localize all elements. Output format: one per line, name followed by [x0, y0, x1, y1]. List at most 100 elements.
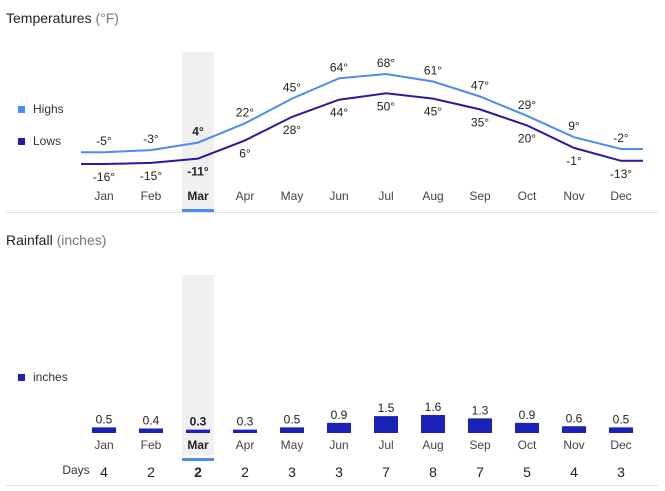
rainfall-value-label: 0.3: [237, 415, 254, 429]
highs-data-label: 47°: [471, 79, 489, 93]
legend-highs-label: Highs: [33, 102, 64, 116]
rainfall-value-label: 1.5: [378, 401, 395, 415]
rain-month-label[interactable]: Nov: [563, 438, 584, 452]
rain-month-label[interactable]: Oct: [518, 438, 537, 452]
highs-data-label: 29°: [518, 98, 536, 112]
rainfall-bar[interactable]: [327, 422, 351, 433]
temp-month-label[interactable]: Jan: [94, 189, 113, 203]
rain-month-label[interactable]: Sep: [469, 438, 491, 452]
highs-series-line: [81, 72, 643, 154]
rainfall-value-label: 1.3: [472, 403, 489, 417]
days-value: 4: [100, 464, 108, 480]
highs-data-label: -2°: [613, 131, 629, 145]
legend-lows-swatch: [18, 137, 25, 145]
temp-month-label[interactable]: Nov: [563, 189, 584, 203]
highs-data-label: 64°: [330, 60, 348, 74]
days-value: 3: [288, 464, 296, 480]
lows-data-label: -15°: [140, 169, 162, 183]
temp-month-label[interactable]: Sep: [469, 189, 491, 203]
rainfall-bar[interactable]: [609, 427, 633, 433]
lows-data-label: 35°: [471, 115, 489, 129]
rainfall-value-label: 0.5: [284, 412, 301, 426]
rain-month-label[interactable]: Jan: [94, 438, 113, 452]
days-label: Days: [62, 463, 89, 477]
rainfall-bar[interactable]: [562, 426, 586, 433]
legend-highs-swatch: [18, 105, 25, 113]
temp-month-label[interactable]: Aug: [422, 189, 443, 203]
rain-month-label[interactable]: May: [281, 438, 304, 452]
temperatures-title: Temperatures (°F): [6, 10, 119, 26]
rainfall-value-label: 0.3: [190, 415, 207, 429]
rain-month-label[interactable]: Feb: [141, 438, 162, 452]
legend-inches-swatch: [18, 373, 25, 381]
rainfall-value-label: 0.4: [143, 414, 160, 428]
rain-month-label[interactable]: Apr: [236, 438, 255, 452]
lows-data-label: 44°: [330, 106, 348, 120]
days-value: 7: [476, 464, 484, 480]
temp-month-label[interactable]: Feb: [141, 189, 162, 203]
highs-data-label: 4°: [192, 125, 204, 139]
rainfall-bar[interactable]: [233, 429, 257, 433]
lows-data-label: -13°: [610, 167, 632, 181]
rainfall-bar[interactable]: [186, 429, 210, 433]
temp-month-label[interactable]: Dec: [610, 189, 631, 203]
legend-inches: inches: [18, 370, 68, 384]
days-value: 2: [147, 464, 155, 480]
rain-month-label[interactable]: Mar: [187, 438, 209, 452]
rainfall-bar[interactable]: [374, 416, 398, 433]
rainfall-bar[interactable]: [139, 428, 163, 434]
legend-highs: Highs: [18, 102, 64, 116]
highs-data-label: -5°: [96, 134, 112, 148]
temperature-divider: [6, 212, 658, 213]
temp-month-label[interactable]: Mar: [187, 189, 209, 203]
rainfall-value-label: 0.5: [96, 412, 113, 426]
rainfall-divider: [6, 485, 658, 486]
rainfall-value-label: 0.9: [331, 408, 348, 422]
temp-month-label[interactable]: Oct: [518, 189, 537, 203]
rain-month-label[interactable]: Jun: [329, 438, 348, 452]
rainfall-title-text: Rainfall: [6, 232, 53, 248]
rainfall-bar[interactable]: [468, 418, 492, 433]
temp-selected-highlight: [182, 52, 214, 212]
rainfall-bar[interactable]: [280, 427, 304, 433]
rainfall-bar[interactable]: [92, 427, 116, 433]
temp-month-label[interactable]: Jun: [329, 189, 348, 203]
temp-month-label[interactable]: Jul: [378, 189, 393, 203]
rainfall-bar[interactable]: [421, 415, 445, 433]
lows-data-label: -16°: [93, 170, 115, 184]
legend-inches-label: inches: [33, 370, 68, 384]
temp-selected-indicator: [182, 209, 214, 212]
highs-data-label: 22°: [236, 105, 254, 119]
days-value: 5: [523, 464, 531, 480]
days-value: 3: [617, 464, 625, 480]
rain-month-label[interactable]: Dec: [610, 438, 631, 452]
days-value: 3: [335, 464, 343, 480]
rainfall-value-label: 0.5: [613, 412, 630, 426]
rainfall-value-label: 0.9: [519, 408, 536, 422]
lows-data-label: 6°: [239, 146, 251, 160]
rainfall-value-label: 0.6: [566, 411, 583, 425]
rain-month-label[interactable]: Jul: [378, 438, 393, 452]
days-value: 4: [570, 464, 578, 480]
lows-data-label: 50°: [377, 99, 395, 113]
rainfall-unit: (inches): [56, 232, 107, 248]
rain-selected-highlight: [182, 275, 214, 455]
temp-month-label[interactable]: Apr: [236, 189, 255, 203]
rainfall-value-label: 1.6: [425, 400, 442, 414]
legend-lows-label: Lows: [33, 134, 62, 148]
lows-data-label: -11°: [187, 165, 209, 179]
rain-selected-indicator: [182, 458, 214, 461]
highs-data-label: -3°: [143, 132, 159, 146]
days-value: 8: [429, 464, 437, 480]
lows-data-label: 28°: [283, 123, 301, 137]
temperatures-title-text: Temperatures: [6, 10, 92, 26]
temp-month-label[interactable]: May: [281, 189, 304, 203]
highs-data-label: 61°: [424, 64, 442, 78]
highs-data-label: 9°: [568, 119, 580, 133]
days-value: 2: [194, 464, 202, 480]
lows-data-label: 20°: [518, 131, 536, 145]
rain-month-label[interactable]: Aug: [422, 438, 443, 452]
rainfall-bar[interactable]: [515, 422, 539, 433]
days-value: 2: [241, 464, 249, 480]
lows-series-line: [81, 92, 643, 165]
